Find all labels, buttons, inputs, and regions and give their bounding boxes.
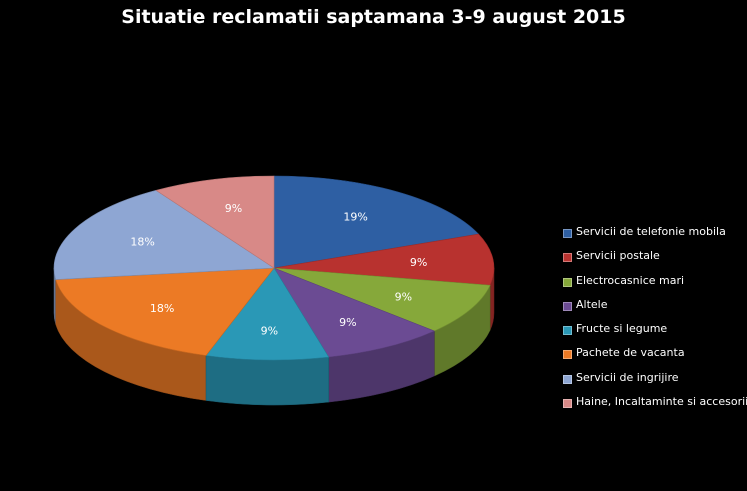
pie-slice-electrocasnice-mari bbox=[273, 267, 491, 332]
legend-label: Electrocasnice mari bbox=[576, 273, 685, 287]
legend-item-pachete-de-vacanta: Pachete de vacanta bbox=[563, 346, 747, 370]
legend: Servicii de telefonie mobila Servicii pos… bbox=[563, 225, 747, 419]
chart-title: Situatie reclamatii saptamana 3-9 august… bbox=[121, 6, 626, 28]
data-label-servicii-postale: 9% bbox=[410, 256, 427, 269]
legend-label: Servicii postale bbox=[576, 249, 660, 263]
data-label-fructe-si-legume: 9% bbox=[261, 325, 278, 338]
data-label-servicii-de-telefonie-mobila: 19% bbox=[343, 210, 367, 223]
legend-item-electrocasnice-mari: Electrocasnice mari bbox=[563, 274, 747, 298]
data-label-servicii-de-ingrijire: 18% bbox=[130, 235, 154, 248]
pie-sides bbox=[53, 267, 495, 406]
pie-slice-fructe-si-legume bbox=[205, 267, 330, 361]
pie-side-fructe-si-legume bbox=[205, 355, 329, 406]
legend-label: Haine, Incaltaminte si accesorii bbox=[576, 395, 747, 409]
pie-slice-servicii-de-telefonie-mobila bbox=[273, 175, 480, 269]
pie-tops bbox=[53, 175, 495, 361]
legend-label: Fructe si legume bbox=[576, 322, 668, 336]
legend-swatch bbox=[563, 253, 572, 263]
legend-item-haine-incaltaminte-si-accesorii: Haine, Incaltaminte si accesorii bbox=[563, 395, 747, 419]
pie-labels: 19% 9% 9% 9% 9% 18% 18% 9% bbox=[130, 202, 427, 338]
legend-label: Servicii de telefonie mobila bbox=[576, 225, 726, 238]
pie-slice-altele bbox=[273, 267, 436, 358]
legend-label: Servicii de ingrijire bbox=[576, 370, 679, 384]
pie-slice-haine-incaltaminte-si-accesorii bbox=[155, 175, 275, 269]
data-label-electrocasnice-mari: 9% bbox=[395, 290, 412, 303]
legend-swatch bbox=[563, 374, 572, 384]
legend-swatch bbox=[563, 399, 572, 409]
pie-slice-servicii-de-ingrijire bbox=[53, 189, 275, 280]
legend-swatch bbox=[563, 350, 572, 360]
data-label-haine-incaltaminte-si-accesorii: 9% bbox=[225, 202, 242, 215]
legend-label: Altele bbox=[576, 297, 608, 311]
legend-swatch bbox=[563, 277, 572, 287]
legend-item-altele: Altele bbox=[563, 298, 747, 322]
legend-label: Pachete de vacanta bbox=[576, 346, 685, 360]
legend-item-fructe-si-legume: Fructe si legume bbox=[563, 322, 747, 346]
data-label-pachete-de-vacanta: 18% bbox=[150, 302, 174, 315]
pie-slice-servicii-postale bbox=[273, 233, 495, 286]
legend-swatch bbox=[563, 326, 572, 336]
legend-item-servicii-de-ingrijire: Servicii de ingrijire bbox=[563, 371, 747, 395]
legend-swatch bbox=[563, 229, 572, 238]
legend-item-servicii-postale: Servicii postale bbox=[563, 249, 747, 273]
pie-slice-pachete-de-vacanta bbox=[55, 267, 275, 356]
data-label-altele: 9% bbox=[339, 316, 356, 329]
legend-item-servicii-de-telefonie-mobila: Servicii de telefonie mobila bbox=[563, 225, 747, 249]
legend-swatch bbox=[563, 301, 572, 311]
